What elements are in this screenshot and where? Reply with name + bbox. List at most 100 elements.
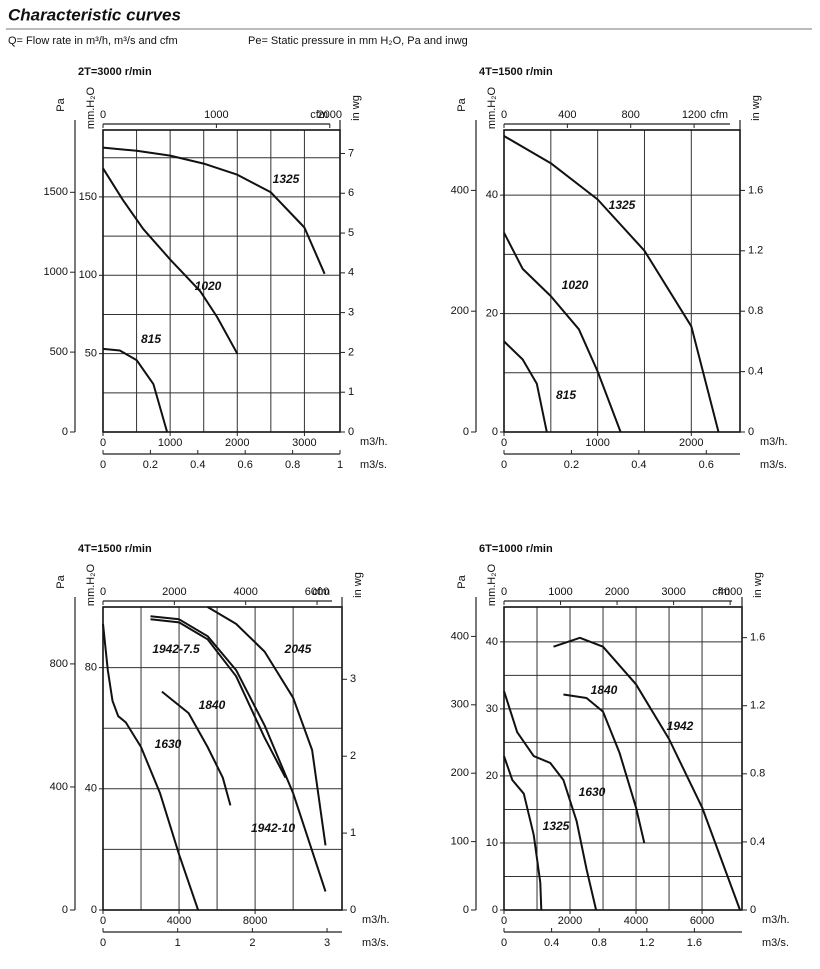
chart-title: 6T=1000 r/min	[479, 543, 553, 555]
mm-tick-label: 0	[492, 904, 498, 916]
pa-tick-label: 0	[62, 426, 68, 438]
inwg-label: in wg	[752, 572, 764, 598]
m3s-tick-label: 0.4	[544, 937, 559, 949]
cfm-label: cfm	[312, 586, 330, 598]
m3s-tick-label: 0.2	[564, 459, 579, 471]
fan-curve	[102, 623, 200, 911]
fan-curve	[503, 340, 548, 433]
curve-label: 1325	[609, 198, 636, 212]
curve-label: 1630	[155, 737, 182, 751]
pa-tick-label: 300	[451, 699, 469, 711]
note-q: Q= Flow rate in m³/h, m³/s and cfm	[8, 35, 178, 47]
m3h-tick-label: 2000	[558, 915, 582, 927]
m3h-tick-label: 4000	[624, 915, 648, 927]
curve-label: 1020	[562, 278, 589, 292]
m3s-tick-label: 2	[249, 937, 255, 949]
cfm-tick-label: 4000	[718, 586, 742, 598]
fan-curve	[161, 690, 232, 806]
m3s-label: m3/s.	[760, 459, 787, 471]
inwg-tick-label: 0.8	[750, 768, 765, 780]
mm-tick-label: 10	[486, 837, 498, 849]
pa-tick-label: 200	[451, 767, 469, 779]
pa-label: Pa	[55, 97, 67, 111]
m3h-tick-label: 4000	[167, 915, 191, 927]
fan-curve	[503, 232, 622, 433]
m3s-label: m3/s.	[762, 937, 789, 949]
m3h-tick-label: 3000	[292, 437, 316, 449]
curve-label: 2045	[284, 642, 312, 656]
m3h-tick-label: 1000	[158, 437, 182, 449]
pa-tick-label: 800	[50, 658, 68, 670]
cfm-tick-label: 1200	[682, 109, 706, 121]
curve-label: 1325	[543, 819, 570, 833]
m3s-tick-label: 0.8	[285, 459, 300, 471]
cfm-tick-label: 400	[558, 109, 576, 121]
inwg-tick-label: 1.6	[750, 632, 765, 644]
fan-curve	[553, 636, 741, 911]
inwg-label: in wg	[750, 95, 762, 121]
cfm-tick-label: 2000	[605, 586, 629, 598]
pa-label: Pa	[456, 574, 468, 588]
fan-curve	[102, 146, 326, 275]
curve-label: 1942-7.5	[152, 642, 200, 656]
m3s-label: m3/s.	[360, 459, 387, 471]
mm-label: mm.H₂O	[486, 563, 498, 606]
m3h-label: m3/h.	[760, 436, 788, 448]
inwg-tick-label: 1.2	[748, 245, 763, 257]
m3s-tick-label: 0.4	[190, 459, 205, 471]
mm-tick-label: 40	[486, 189, 498, 201]
m3h-tick-label: 0	[100, 437, 106, 449]
pa-tick-label: 0	[62, 904, 68, 916]
mm-tick-label: 30	[486, 703, 498, 715]
pa-label: Pa	[456, 97, 468, 111]
cfm-tick-label: 1000	[548, 586, 572, 598]
fan-curve	[207, 606, 327, 846]
chart-title: 4T=1500 r/min	[479, 66, 553, 78]
curve-label: 1020	[195, 279, 222, 293]
curve-label: 1942-10	[251, 821, 295, 835]
m3h-label: m3/h.	[362, 914, 390, 926]
pa-tick-label: 400	[451, 184, 469, 196]
mm-tick-label: 40	[85, 783, 97, 795]
inwg-tick-label: 6	[348, 187, 354, 199]
cfm-tick-label: 4000	[233, 586, 257, 598]
mm-tick-label: 50	[85, 348, 97, 360]
m3h-label: m3/h.	[762, 914, 790, 926]
inwg-label: in wg	[352, 572, 364, 598]
mm-tick-label: 0	[492, 426, 498, 438]
cfm-label: cfm	[712, 586, 730, 598]
m3h-tick-label: 2000	[679, 437, 703, 449]
m3s-tick-label: 1	[337, 459, 343, 471]
fan-curve	[563, 693, 646, 844]
note-pe: Pe= Static pressure in mm H₂O, Pa and in…	[248, 35, 468, 47]
cfm-tick-label: 6000	[305, 586, 329, 598]
curve-label: 815	[141, 332, 161, 346]
mm-tick-label: 20	[486, 307, 498, 319]
curve-label: 1840	[199, 698, 226, 712]
m3s-tick-label: 0.6	[238, 459, 253, 471]
curve-label: 1325	[273, 172, 300, 186]
m3s-tick-label: 0	[501, 937, 507, 949]
pa-tick-label: 500	[50, 346, 68, 358]
m3h-tick-label: 2000	[225, 437, 249, 449]
inwg-tick-label: 7	[348, 147, 354, 159]
mm-tick-label: 20	[486, 770, 498, 782]
inwg-tick-label: 0	[748, 426, 754, 438]
cfm-tick-label: 2000	[318, 109, 342, 121]
inwg-tick-label: 0.8	[748, 305, 763, 317]
m3h-tick-label: 6000	[690, 915, 714, 927]
m3s-tick-label: 1.6	[687, 937, 702, 949]
mm-label: mm.H₂O	[85, 86, 97, 129]
mm-tick-label: 0	[91, 904, 97, 916]
inwg-tick-label: 1	[350, 827, 356, 839]
curve-label: 815	[556, 388, 576, 402]
inwg-tick-label: 5	[348, 227, 354, 239]
pa-tick-label: 400	[50, 781, 68, 793]
m3s-tick-label: 0.2	[143, 459, 158, 471]
fan-curve	[150, 618, 287, 779]
curve-label: 1840	[591, 683, 618, 697]
fan-curve	[503, 690, 598, 911]
inwg-tick-label: 0	[348, 426, 354, 438]
m3h-tick-label: 8000	[243, 915, 267, 927]
